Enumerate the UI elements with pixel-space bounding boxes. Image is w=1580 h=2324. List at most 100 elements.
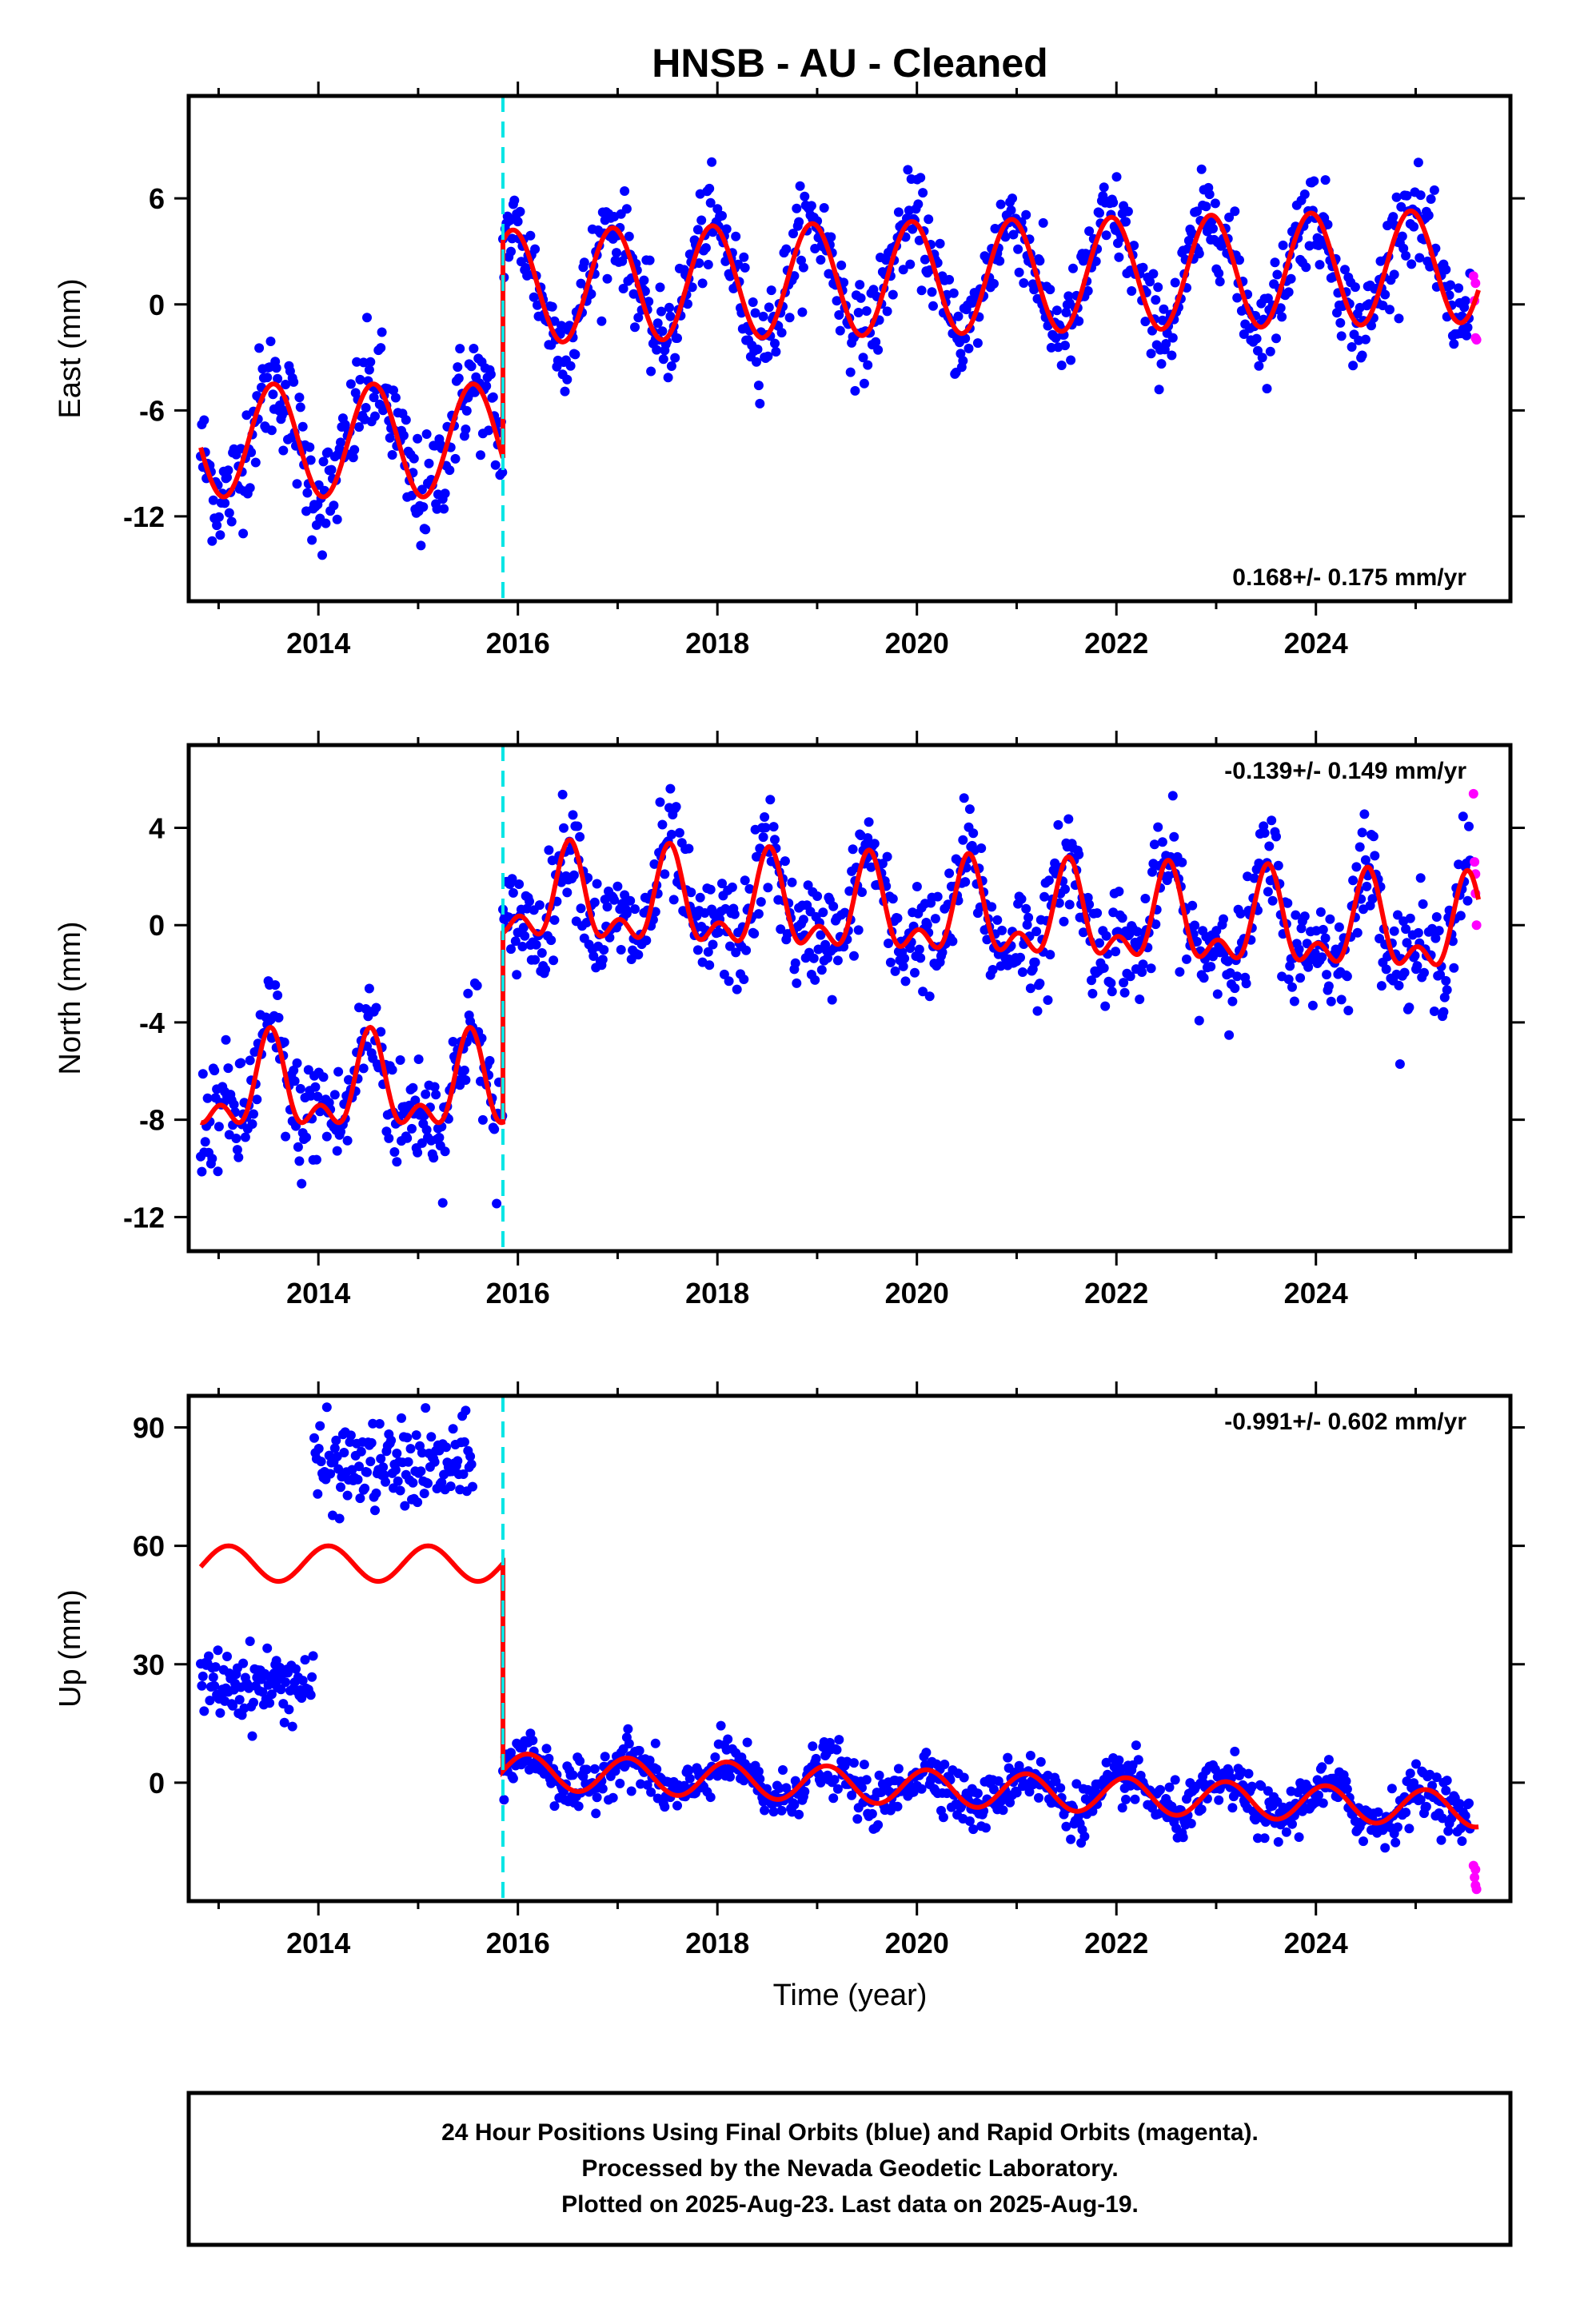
final-orbit-point — [1196, 164, 1207, 174]
final-orbit-point — [998, 1805, 1008, 1816]
final-orbit-point — [1117, 913, 1127, 923]
final-orbit-point — [1294, 944, 1304, 955]
model-fit-line — [198, 208, 1481, 500]
x-tick-label: 2018 — [685, 627, 749, 660]
final-orbit-point — [233, 1152, 244, 1162]
final-orbit-point — [792, 978, 802, 988]
final-orbit-point — [1460, 296, 1470, 306]
final-orbit-point — [506, 1748, 516, 1758]
final-orbit-point — [344, 1074, 353, 1085]
final-orbit-point — [861, 1775, 872, 1785]
final-orbit-point — [1278, 240, 1288, 250]
final-orbit-point — [1215, 277, 1225, 287]
final-orbit-point — [1148, 269, 1159, 279]
final-orbit-point — [1101, 931, 1111, 941]
final-orbit-point — [1438, 1813, 1447, 1824]
final-orbit-point — [1227, 996, 1238, 1007]
final-orbit-point — [1210, 1764, 1220, 1775]
final-orbit-point — [429, 1082, 440, 1092]
final-orbit-point — [719, 969, 729, 979]
final-orbit-point — [633, 313, 644, 323]
final-orbit-point — [873, 1820, 884, 1830]
final-orbit-point — [1241, 979, 1251, 989]
final-orbit-point — [1055, 1783, 1066, 1793]
final-orbit-point — [752, 345, 763, 354]
final-orbit-point — [506, 944, 516, 955]
final-orbit-point — [776, 328, 787, 338]
final-orbit-point — [770, 338, 780, 349]
final-orbit-point — [295, 1083, 305, 1094]
final-orbit-point — [466, 361, 477, 372]
final-orbit-point — [750, 308, 760, 318]
final-orbit-point — [250, 457, 261, 468]
final-orbit-point — [910, 967, 920, 978]
final-orbit-point — [530, 244, 541, 254]
final-orbit-point — [867, 1808, 877, 1819]
final-orbit-point — [1064, 899, 1075, 910]
final-orbit-point — [461, 1405, 471, 1416]
final-orbit-point — [920, 254, 930, 265]
final-orbit-point — [1038, 217, 1048, 228]
final-orbit-point — [1068, 263, 1078, 273]
final-orbit-point — [1167, 1801, 1177, 1812]
final-orbit-point — [1348, 361, 1359, 371]
final-orbit-point — [1155, 1784, 1165, 1795]
final-orbit-point — [1307, 1000, 1318, 1011]
plot-frame — [186, 743, 1513, 1254]
final-orbit-point — [1056, 361, 1067, 370]
rapid-orbit-point — [1470, 278, 1481, 289]
final-orbit-point — [1394, 1059, 1405, 1069]
final-orbit-point — [1108, 197, 1119, 208]
final-orbit-point — [401, 415, 411, 425]
final-orbit-point — [993, 1776, 1003, 1786]
final-orbit-point — [1256, 1781, 1267, 1791]
final-orbit-point — [1320, 933, 1331, 943]
final-orbit-point — [370, 1505, 380, 1516]
final-orbit-point — [1084, 899, 1095, 910]
final-orbit-point — [364, 983, 374, 994]
final-orbit-point — [581, 918, 592, 927]
final-orbit-point — [674, 827, 684, 838]
final-orbit-point — [1299, 911, 1310, 922]
final-orbit-point — [450, 453, 461, 464]
final-orbit-point — [760, 1805, 770, 1816]
final-orbit-point — [859, 1760, 869, 1770]
final-orbit-point — [292, 479, 302, 489]
final-orbit-point — [1441, 1785, 1451, 1796]
final-orbit-point — [407, 1123, 417, 1134]
final-orbit-point — [1199, 973, 1209, 983]
final-orbit-point — [834, 310, 844, 320]
final-orbit-point — [765, 795, 776, 805]
final-orbit-point — [1415, 190, 1426, 201]
final-orbit-point — [276, 1684, 286, 1695]
final-orbit-point — [377, 327, 387, 337]
final-orbit-point — [289, 1076, 300, 1086]
final-orbit-point — [575, 1756, 585, 1766]
final-orbit-point — [1214, 1795, 1224, 1805]
final-orbit-point — [325, 1469, 336, 1479]
final-orbit-point — [1008, 229, 1019, 240]
final-orbit-point — [740, 875, 750, 886]
final-orbit-point — [1462, 322, 1473, 333]
final-orbit-point — [918, 987, 928, 997]
final-orbit-point — [426, 1432, 437, 1442]
final-orbit-point — [557, 789, 568, 799]
final-orbit-point — [1368, 831, 1379, 842]
final-orbit-point — [1415, 1795, 1426, 1805]
final-orbit-point — [832, 1744, 842, 1755]
x-axis-label: Time (year) — [773, 1979, 928, 2012]
chart-title: HNSB - AU - Cleaned — [652, 41, 1047, 86]
final-orbit-point — [560, 386, 570, 397]
final-orbit-point — [1314, 1790, 1323, 1800]
final-orbit-point — [890, 966, 900, 976]
x-tick-label: 2024 — [1284, 1277, 1348, 1309]
final-orbit-point — [589, 951, 599, 961]
final-orbit-point — [856, 293, 866, 303]
final-orbit-point — [630, 322, 640, 333]
final-orbit-point — [342, 1490, 353, 1501]
final-orbit-point — [850, 385, 860, 396]
final-orbit-point — [291, 1664, 301, 1674]
final-orbit-point — [725, 1772, 735, 1782]
final-orbit-point — [968, 828, 979, 839]
final-orbit-point — [884, 939, 893, 948]
